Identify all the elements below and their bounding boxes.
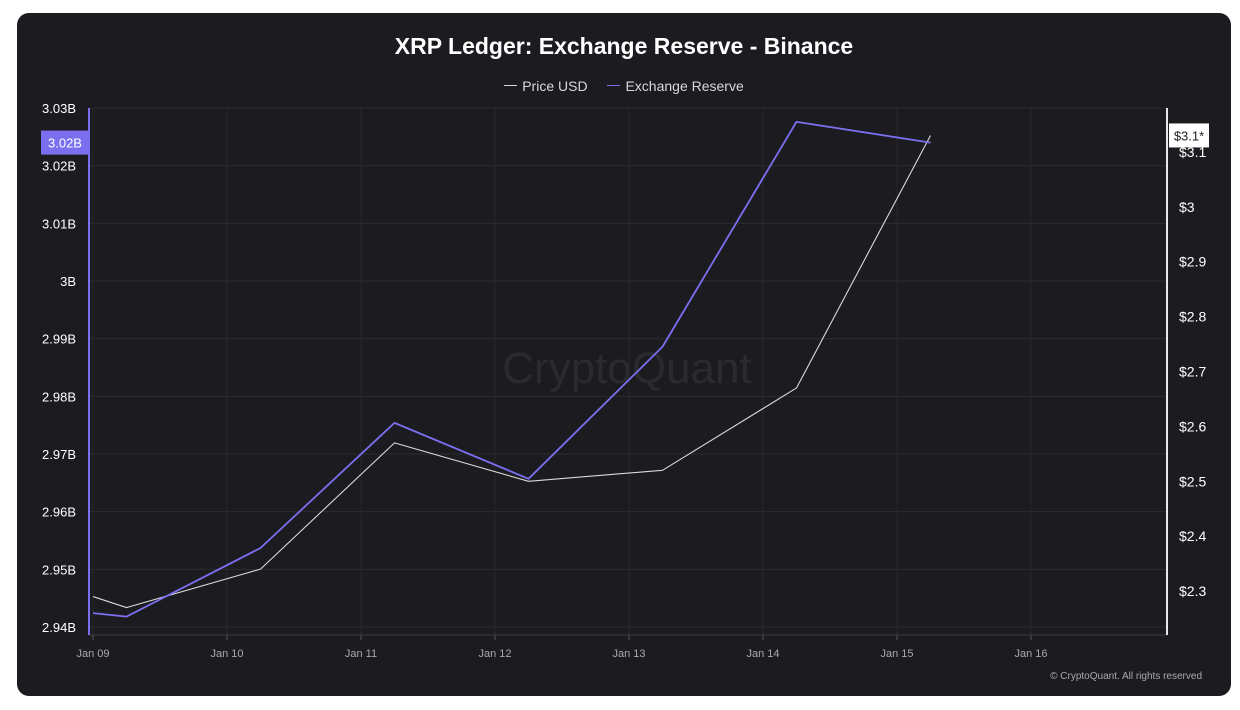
legend-item-reserve[interactable]: Exchange Reserve bbox=[607, 77, 744, 94]
y-right-tick-label: $2.8 bbox=[1179, 309, 1206, 325]
legend-swatch-reserve bbox=[607, 85, 621, 86]
y-left-tick-label: 3B bbox=[60, 274, 76, 289]
legend-item-price[interactable]: Price USD bbox=[504, 77, 588, 94]
y-left-tick-label: 2.95B bbox=[42, 562, 76, 577]
y-right-tick-label: $3.1 bbox=[1179, 144, 1206, 160]
y-left-tick-label: 2.96B bbox=[42, 505, 76, 520]
y-left-tick-label: 2.97B bbox=[42, 447, 76, 462]
x-tick-label: Jan 16 bbox=[1014, 648, 1047, 660]
x-tick-label: Jan 13 bbox=[612, 648, 645, 660]
series-line-exchange-reserve bbox=[92, 120, 931, 618]
x-tick-label: Jan 09 bbox=[76, 648, 109, 660]
legend-label-reserve: Exchange Reserve bbox=[625, 77, 744, 94]
y-left-tick-label: 3.03B bbox=[42, 101, 76, 116]
y-right-tick-label: $3 bbox=[1179, 199, 1195, 215]
y-right-tick-label: $2.9 bbox=[1179, 254, 1206, 270]
watermark: CryptoQuant bbox=[502, 344, 751, 393]
chart-title: XRP Ledger: Exchange Reserve - Binance bbox=[394, 33, 854, 59]
legend-label-price: Price USD bbox=[522, 77, 588, 94]
copyright-footer: © CryptoQuant. All rights reserved bbox=[1050, 671, 1202, 682]
y-right-tick-label: $2.4 bbox=[1179, 528, 1206, 544]
y-right-current-value: $3.1* bbox=[1174, 128, 1204, 143]
y-right-tick-label: $2.7 bbox=[1179, 364, 1206, 380]
y-right-tick-label: $2.5 bbox=[1179, 473, 1206, 489]
chart-legend: Price USD Exchange Reserve bbox=[17, 73, 1231, 94]
chart-card: XRP Ledger: Exchange Reserve - Binance P… bbox=[17, 13, 1231, 696]
chart-plot[interactable]: CryptoQuant 2.94B 2.95B 2.96B 2.97B 2.98B 2.99… bbox=[17, 13, 1231, 696]
y-left-tick-label: 2.98B bbox=[42, 389, 76, 404]
y-right-current-badge bbox=[1169, 123, 1209, 148]
x-tick-label: Jan 11 bbox=[345, 648, 377, 660]
y-left-current-badge bbox=[41, 130, 89, 155]
y-left-current-value: 3.02B bbox=[48, 136, 82, 151]
x-tick-label: Jan 10 bbox=[210, 648, 243, 660]
series-line-price-usd bbox=[92, 135, 931, 609]
x-tick-label: Jan 14 bbox=[746, 648, 779, 660]
y-left-tick-label: 3.01B bbox=[42, 216, 76, 231]
y-left-tick-label: 2.94B bbox=[42, 620, 76, 635]
y-left-tick-label: 2.99B bbox=[42, 332, 76, 347]
legend-swatch-price bbox=[504, 85, 518, 86]
y-left-tick-label: 3.02B bbox=[42, 159, 76, 174]
y-right-tick-label: $2.6 bbox=[1179, 418, 1206, 434]
y-right-tick-label: $2.3 bbox=[1179, 583, 1206, 599]
x-tick-label: Jan 15 bbox=[880, 648, 913, 660]
x-tick-label: Jan 12 bbox=[478, 648, 511, 660]
